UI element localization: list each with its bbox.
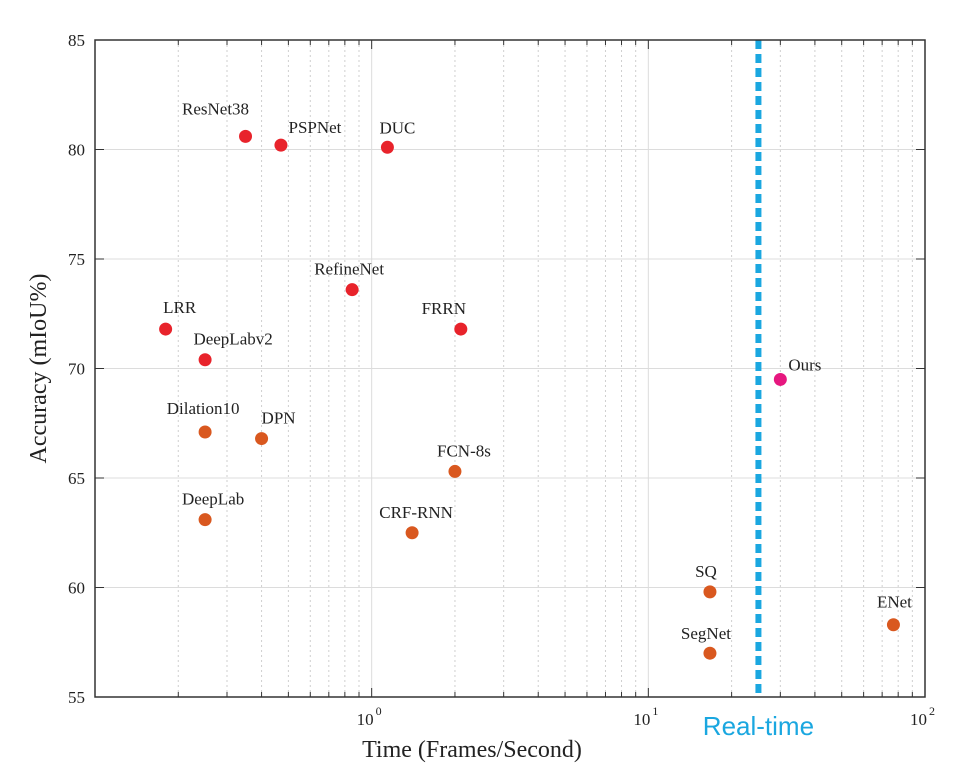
y-tick-label: 55 bbox=[68, 688, 85, 707]
point-label: DUC bbox=[379, 118, 415, 137]
point-label: FRRN bbox=[422, 299, 466, 318]
x-tick-exponent: 0 bbox=[376, 704, 382, 718]
y-tick-label: 60 bbox=[68, 579, 85, 598]
point-ours bbox=[773, 372, 787, 386]
point-label: LRR bbox=[163, 298, 197, 317]
point-label: DeepLab bbox=[182, 490, 244, 509]
y-tick-label: 75 bbox=[68, 250, 85, 269]
x-tick-exponent: 1 bbox=[652, 704, 658, 718]
point-label: ENet bbox=[877, 593, 912, 612]
point-enet bbox=[886, 618, 900, 632]
point-label: Ours bbox=[788, 355, 821, 374]
point-label: DeepLabv2 bbox=[193, 330, 272, 349]
point-sq bbox=[703, 585, 717, 599]
point-refinenet bbox=[345, 283, 359, 297]
real-time-label: Real-time bbox=[703, 711, 814, 741]
x-axis-title: Time (Frames/Second) bbox=[362, 737, 582, 763]
plot-frame bbox=[94, 39, 926, 698]
point-pspnet bbox=[274, 138, 288, 152]
point-duc bbox=[380, 140, 394, 154]
y-tick-label: 80 bbox=[68, 141, 85, 160]
point-deeplabv2 bbox=[198, 353, 212, 367]
point-fcn-8s bbox=[448, 464, 462, 478]
x-tick-label: 10 bbox=[357, 710, 374, 729]
point-label: Dilation10 bbox=[167, 399, 240, 418]
point-label: ResNet38 bbox=[182, 99, 249, 118]
point-deeplab bbox=[198, 513, 212, 527]
point-crf-rnn bbox=[405, 526, 419, 540]
point-dilation10 bbox=[198, 425, 212, 439]
point-label: FCN-8s bbox=[437, 441, 491, 460]
data-points: ResNet38 PSPNet DUC RefineNet LRR FRRN DeepLab… bbox=[159, 99, 912, 660]
x-tick-exponent: 2 bbox=[929, 704, 935, 718]
point-label: RefineNet bbox=[314, 260, 384, 279]
point-dpn bbox=[255, 432, 269, 446]
y-tick-label: 65 bbox=[68, 469, 85, 488]
point-lrr bbox=[159, 322, 173, 336]
point-resnet38 bbox=[239, 129, 253, 143]
point-label: CRF-RNN bbox=[379, 503, 453, 522]
point-label: SQ bbox=[695, 562, 717, 581]
y-tick-label: 85 bbox=[68, 31, 85, 50]
point-label: PSPNet bbox=[288, 118, 341, 137]
point-label: DPN bbox=[262, 409, 296, 428]
point-segnet bbox=[703, 646, 717, 660]
x-tick-label: 10 bbox=[633, 710, 650, 729]
x-tick-label: 10 bbox=[910, 710, 927, 729]
point-frrn bbox=[454, 322, 468, 336]
y-axis-title: Accuracy (mIoU%) bbox=[26, 274, 52, 464]
y-tick-label: 70 bbox=[68, 360, 85, 379]
point-label: SegNet bbox=[681, 624, 731, 643]
